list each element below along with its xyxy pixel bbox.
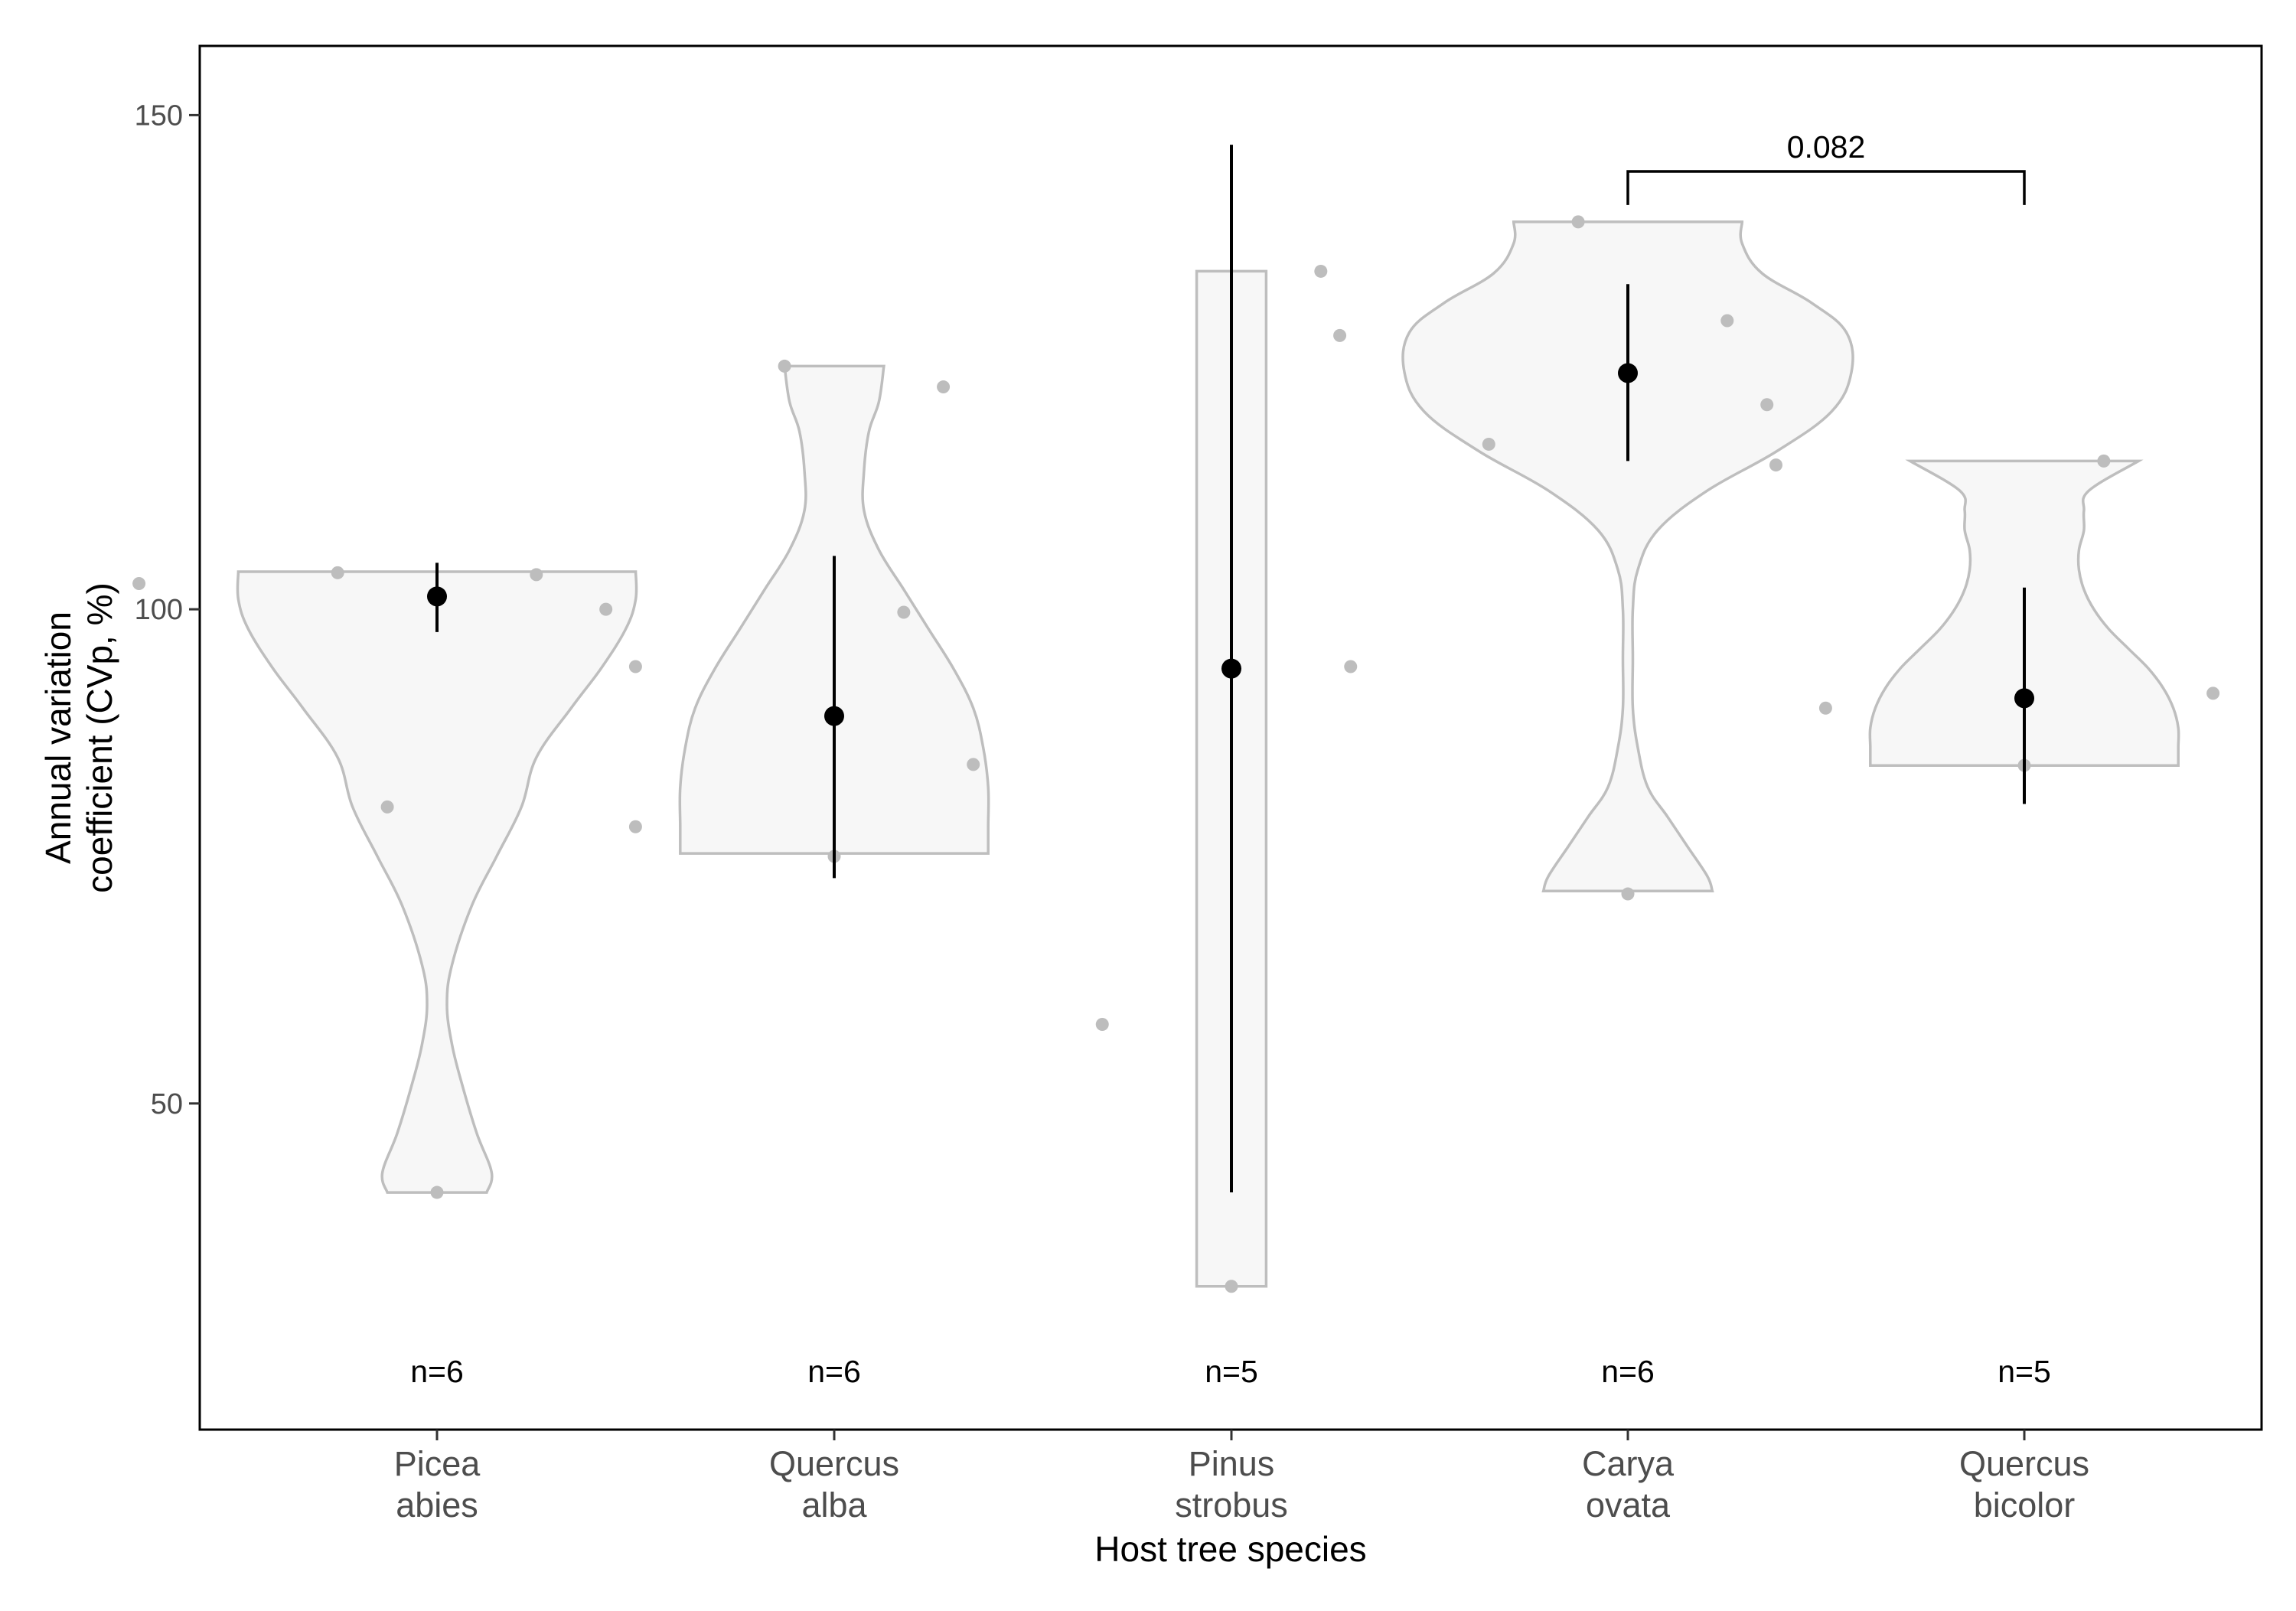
data-point	[1818, 701, 1832, 715]
x-tick-label: bicolor	[1974, 1485, 2076, 1525]
data-point	[430, 1185, 444, 1199]
x-tick-label: Carya	[1582, 1444, 1675, 1483]
x-tick-label: alba	[801, 1485, 867, 1525]
violins-layer	[236, 220, 2180, 1288]
data-point	[1482, 437, 1495, 451]
mean-point-3	[1618, 363, 1638, 383]
x-tick-label: Quercus	[769, 1444, 899, 1483]
y-axis-title-line: coefficient (CVp, %)	[80, 582, 119, 893]
data-point	[2097, 454, 2111, 468]
significance-label: 0.082	[1787, 129, 1866, 165]
violin-0	[236, 570, 638, 1194]
data-point	[599, 602, 613, 616]
y-tick-label: 150	[135, 99, 183, 132]
data-point	[628, 660, 642, 673]
x-tick-label: abies	[396, 1485, 478, 1525]
data-point	[1314, 264, 1328, 278]
y-tick-label: 50	[151, 1088, 183, 1120]
data-point	[628, 820, 642, 833]
y-axis-title: Annual variationcoefficient (CVp, %)	[38, 582, 119, 893]
data-point	[1344, 660, 1358, 673]
mean-point-2	[1221, 658, 1241, 679]
data-point	[1571, 215, 1585, 229]
data-point	[530, 568, 543, 582]
violin-3	[1401, 220, 1854, 892]
data-point	[1760, 398, 1774, 412]
mean-point-1	[824, 706, 844, 726]
x-tick-label: Pinus	[1189, 1444, 1275, 1483]
data-point	[2206, 686, 2220, 700]
jitter-points-layer	[132, 215, 2220, 1293]
data-point	[1333, 328, 1347, 342]
data-point	[897, 605, 911, 619]
axes-layer: PiceaabiesQuercusalbaPinusstrobusCaryaov…	[135, 99, 2089, 1525]
data-point	[1720, 314, 1734, 328]
data-point	[1769, 458, 1782, 472]
data-point	[1225, 1280, 1238, 1293]
significance-bracket	[1626, 170, 2026, 205]
data-point	[1621, 887, 1635, 901]
data-point	[380, 800, 394, 814]
y-axis-title-line: Annual variation	[38, 611, 78, 864]
x-tick-label: Quercus	[1959, 1444, 2089, 1483]
x-tick-label: Picea	[394, 1444, 481, 1483]
x-axis-title: Host tree species	[1094, 1529, 1366, 1569]
mean-ci-layer	[427, 145, 2034, 1193]
n-label-2: n=5	[1205, 1354, 1258, 1389]
x-tick-label: strobus	[1175, 1485, 1288, 1525]
comparison-layer: 0.082	[1626, 129, 2026, 205]
mean-point-0	[427, 586, 447, 607]
x-tick-label: ovata	[1586, 1485, 1671, 1525]
n-label-4: n=5	[1998, 1354, 2051, 1389]
n-label-1: n=6	[807, 1354, 861, 1389]
data-point	[778, 359, 791, 373]
data-point	[132, 577, 146, 591]
data-point	[967, 758, 980, 771]
data-point	[937, 380, 951, 394]
data-point	[1095, 1018, 1109, 1032]
y-tick-label: 100	[135, 594, 183, 626]
n-label-3: n=6	[1601, 1354, 1655, 1389]
n-label-0: n=6	[410, 1354, 464, 1389]
sample-size-layer: n=6 n=6 n=5 n=6 n=5	[410, 1354, 2051, 1389]
mean-point-4	[2014, 688, 2034, 709]
data-point	[331, 566, 344, 579]
